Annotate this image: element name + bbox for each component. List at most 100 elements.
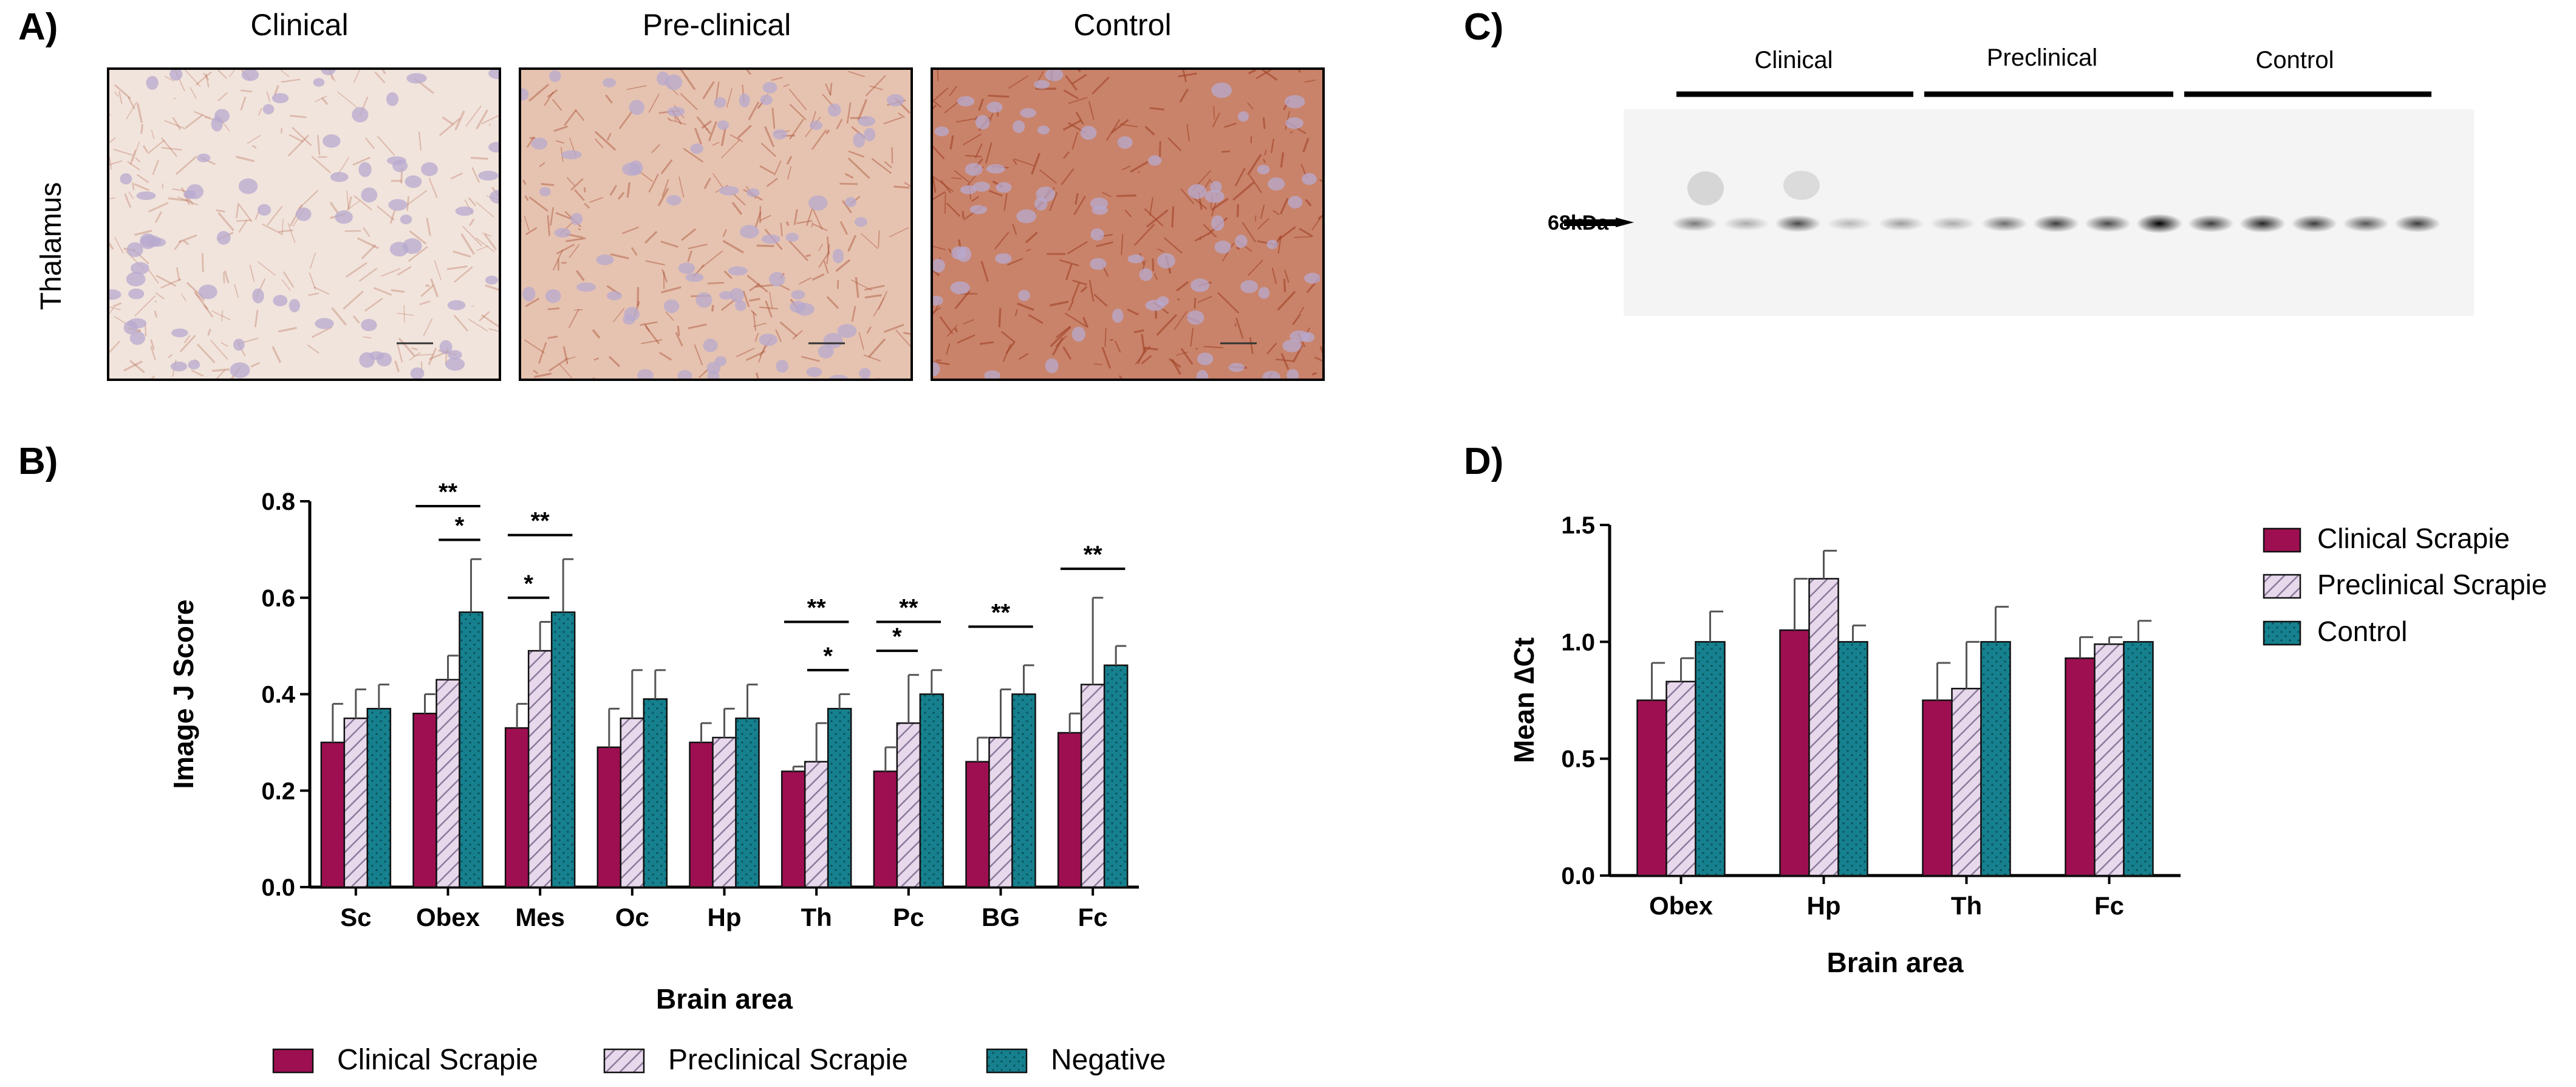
x-tick-label: Obex [416, 903, 480, 931]
stain-fiber [129, 149, 137, 165]
stain-fiber [1067, 241, 1088, 255]
stain-fiber [287, 134, 310, 157]
stain-fiber [748, 101, 760, 120]
x-tick-label: BG [982, 903, 1020, 931]
stain-fiber [235, 156, 255, 163]
x-tick-label: Fc [2094, 891, 2124, 920]
blot-band [1878, 216, 1924, 231]
stain-fiber [818, 252, 830, 268]
stain-fiber [377, 135, 395, 156]
stain-fiber [1133, 224, 1155, 246]
stain-fiber [811, 129, 827, 150]
stain-fiber [979, 341, 994, 345]
stain-fiber [1088, 280, 1095, 302]
stain-fiber [1071, 74, 1087, 85]
stain-fiber [1080, 286, 1088, 293]
stain-fiber [161, 146, 182, 151]
stain-fiber [524, 339, 545, 354]
stain-fiber [593, 357, 600, 361]
y-tick-label: 1.0 [1561, 629, 1595, 656]
stain-fiber [460, 233, 476, 255]
bar-preclinical [1808, 578, 1839, 877]
stain-fiber [155, 275, 177, 287]
stain-fiber [211, 368, 230, 372]
cell-nucleus [520, 88, 529, 101]
stain-fiber [1088, 101, 1095, 120]
micrograph-preclinical [519, 67, 913, 381]
cell-nucleus [776, 360, 789, 373]
cell-nucleus [1235, 235, 1248, 248]
stain-fiber [1232, 181, 1255, 201]
stain-fiber [195, 71, 212, 86]
stain-fiber [626, 85, 647, 91]
stain-fiber [665, 311, 674, 321]
stain-fiber [224, 270, 230, 284]
stain-fiber [552, 98, 562, 111]
bar-preclinical [2094, 643, 2125, 877]
stain-fiber [389, 209, 396, 224]
stain-fiber [409, 352, 421, 361]
stain-fiber [711, 379, 713, 380]
y-tick-label: 0.8 [261, 489, 295, 515]
stain-fiber [812, 209, 823, 230]
stain-fiber [168, 197, 188, 202]
stain-fiber [254, 309, 259, 327]
bar-preclinical [1951, 688, 1982, 877]
micrograph-title-clinical: Clinical [250, 8, 348, 42]
significance-label: ** [531, 508, 550, 535]
stain-fiber [1059, 259, 1079, 267]
cell-nucleus [129, 331, 146, 345]
cell-nucleus [984, 370, 1001, 380]
stain-fiber [848, 150, 865, 158]
stain-fiber [391, 289, 405, 293]
panel-c-western-blot: Clinical Preclinical Control 68kDa [1548, 44, 2474, 316]
cell-nucleus [188, 360, 200, 369]
stain-fiber [677, 326, 680, 336]
stain-fiber [423, 318, 433, 337]
y-tick-label: 0.0 [261, 874, 295, 901]
stain-fiber [1248, 69, 1257, 75]
stain-fiber [932, 104, 937, 111]
stain-fiber [939, 316, 954, 334]
cell-nucleus [126, 242, 143, 258]
panel-label-b: B) [18, 441, 58, 482]
stain-fiber [331, 307, 347, 326]
cell-nucleus [233, 338, 245, 351]
stain-fiber [998, 308, 1002, 327]
stain-fiber [933, 360, 950, 366]
stain-fiber [140, 123, 144, 134]
cell-nucleus [273, 295, 288, 307]
stain-fiber [132, 141, 140, 162]
stain-fiber [1061, 168, 1074, 185]
cell-nucleus [695, 292, 712, 308]
chart-d: 0.0 0.5 1.0 1.5 Mean ∆Ct Brain area Obex Hp Th Fc… [1508, 512, 2547, 978]
cell-nucleus [1266, 239, 1278, 249]
cell-nucleus [773, 129, 787, 140]
stain-fiber [1127, 308, 1139, 316]
stain-fiber [702, 81, 715, 100]
stain-fiber [547, 89, 558, 98]
stain-fiber [988, 190, 1003, 197]
stain-fiber [726, 88, 733, 108]
stain-fiber [750, 309, 757, 317]
stain-fiber [956, 118, 976, 123]
stain-fiber [251, 145, 257, 149]
legend-label: Negative [1051, 1044, 1166, 1076]
stain-fiber [760, 142, 777, 157]
stain-fiber [308, 292, 319, 297]
stain-fiber [678, 176, 685, 197]
stain-fiber [1014, 158, 1034, 166]
stain-fiber [584, 202, 590, 209]
cell-nucleus [960, 185, 977, 194]
stain-fiber [358, 267, 378, 282]
stain-fiber [1006, 258, 1023, 266]
stain-fiber [282, 271, 295, 288]
stain-fiber [1068, 300, 1074, 311]
stain-fiber [150, 346, 156, 360]
stain-fiber [1174, 310, 1187, 331]
stain-fiber [397, 312, 414, 316]
stain-fiber [848, 70, 866, 78]
stain-fiber [1141, 355, 1152, 365]
stain-fiber [211, 310, 231, 321]
